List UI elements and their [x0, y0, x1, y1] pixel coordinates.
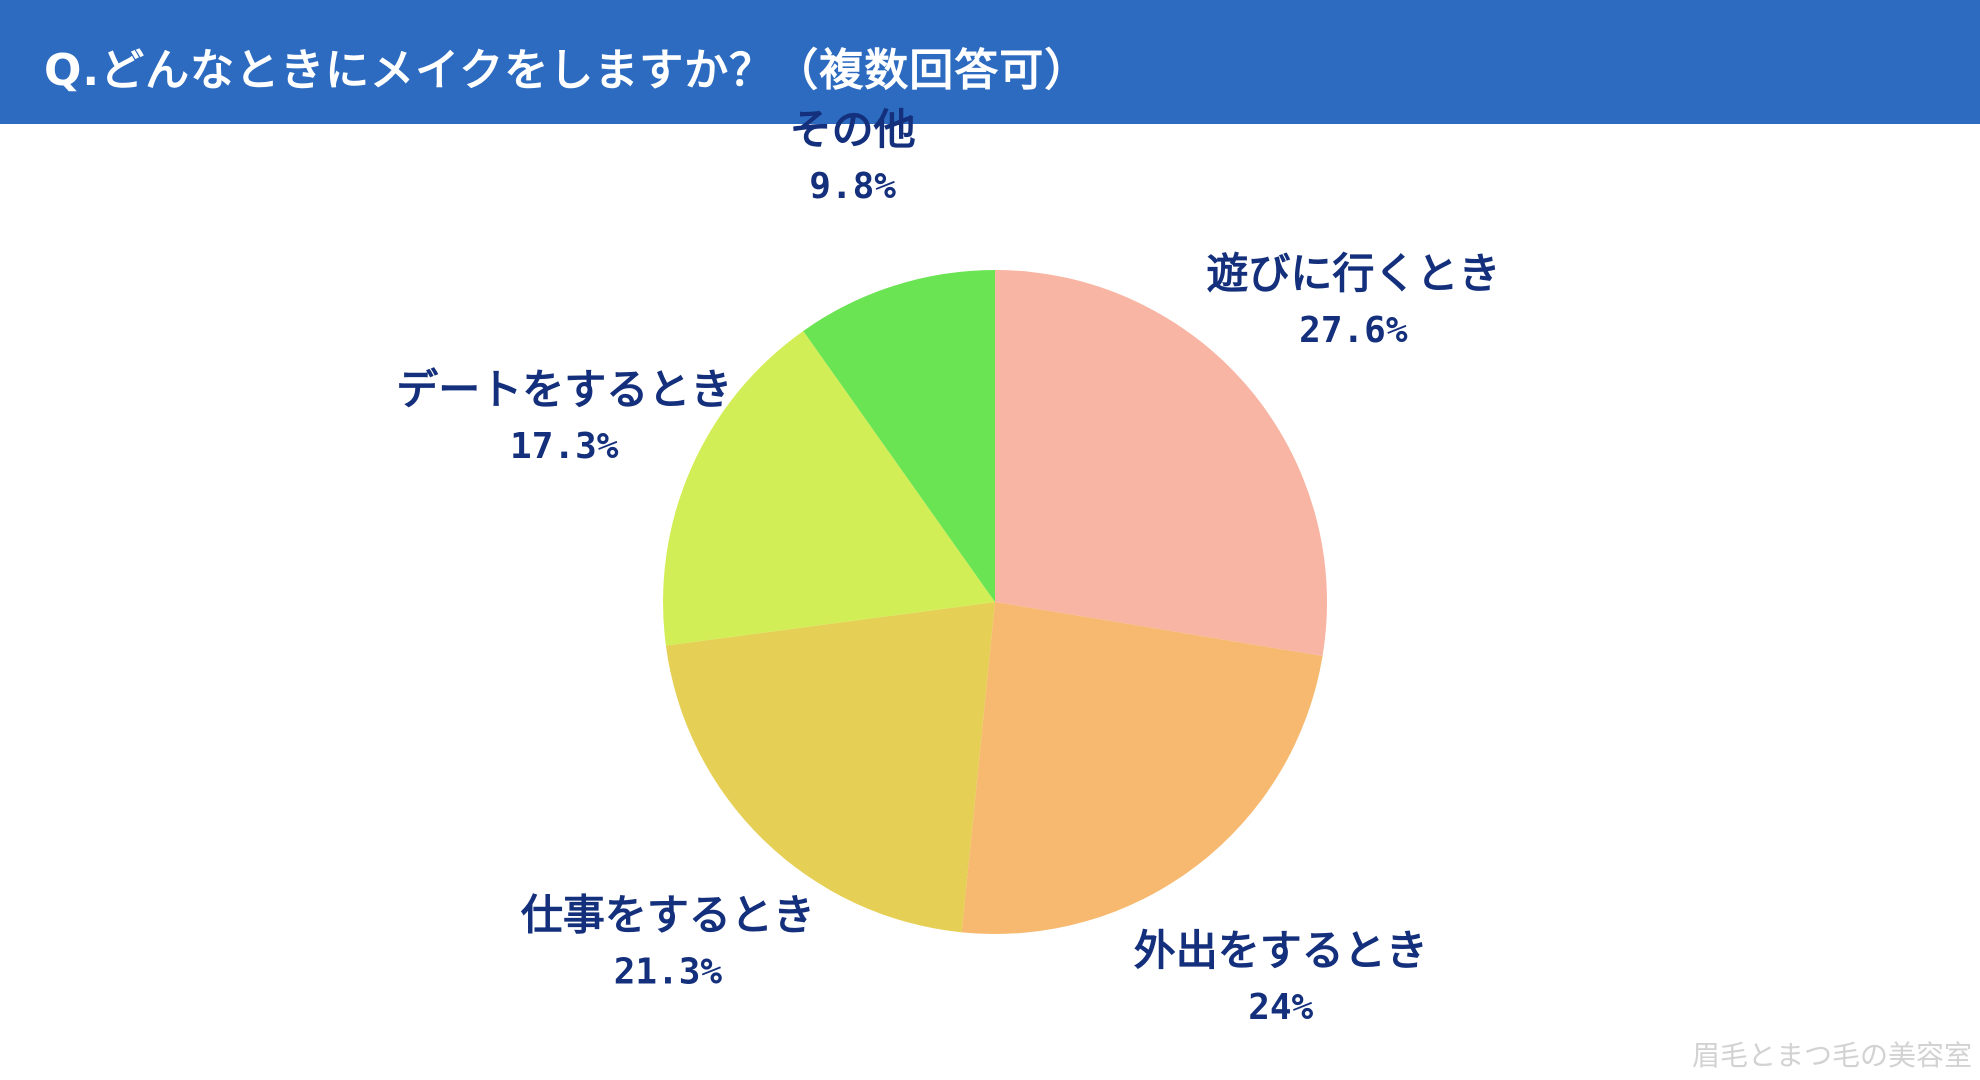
slice-label-2: 仕事をするとき — [521, 891, 815, 940]
slice-label-1: 外出をするとき — [1134, 926, 1428, 975]
slice-value-0: 27.6% — [1299, 310, 1408, 351]
pie-slice-2 — [665, 602, 995, 933]
title-bar: Q.どんなときにメイクをしますか？（複数回答可） — [0, 0, 1980, 124]
pie-labels: 遊びに行くとき 27.6% 外出をするとき 24% 仕事をするとき 21.3% デートをする… — [396, 105, 1500, 1028]
watermark: 眉毛とまつ毛の美容室 — [1691, 1039, 1972, 1072]
pie-slice-3 — [663, 330, 995, 646]
chart-title: Q.どんなときにメイクをしますか？（複数回答可） — [44, 45, 1090, 96]
slice-value-3: 17.3% — [510, 426, 619, 467]
slice-value-2: 21.3% — [614, 952, 723, 993]
slice-value-1: 24% — [1248, 987, 1313, 1028]
pie-slices — [663, 270, 1327, 934]
pie-slice-0 — [995, 270, 1327, 656]
slice-label-3: デートをするとき — [396, 365, 732, 414]
slice-label-4: その他 — [790, 105, 916, 154]
slice-label-0: 遊びに行くとき — [1206, 249, 1500, 298]
slice-value-4: 9.8% — [809, 166, 896, 207]
pie-slice-1 — [961, 602, 1323, 934]
pie-slice-4 — [803, 270, 995, 602]
